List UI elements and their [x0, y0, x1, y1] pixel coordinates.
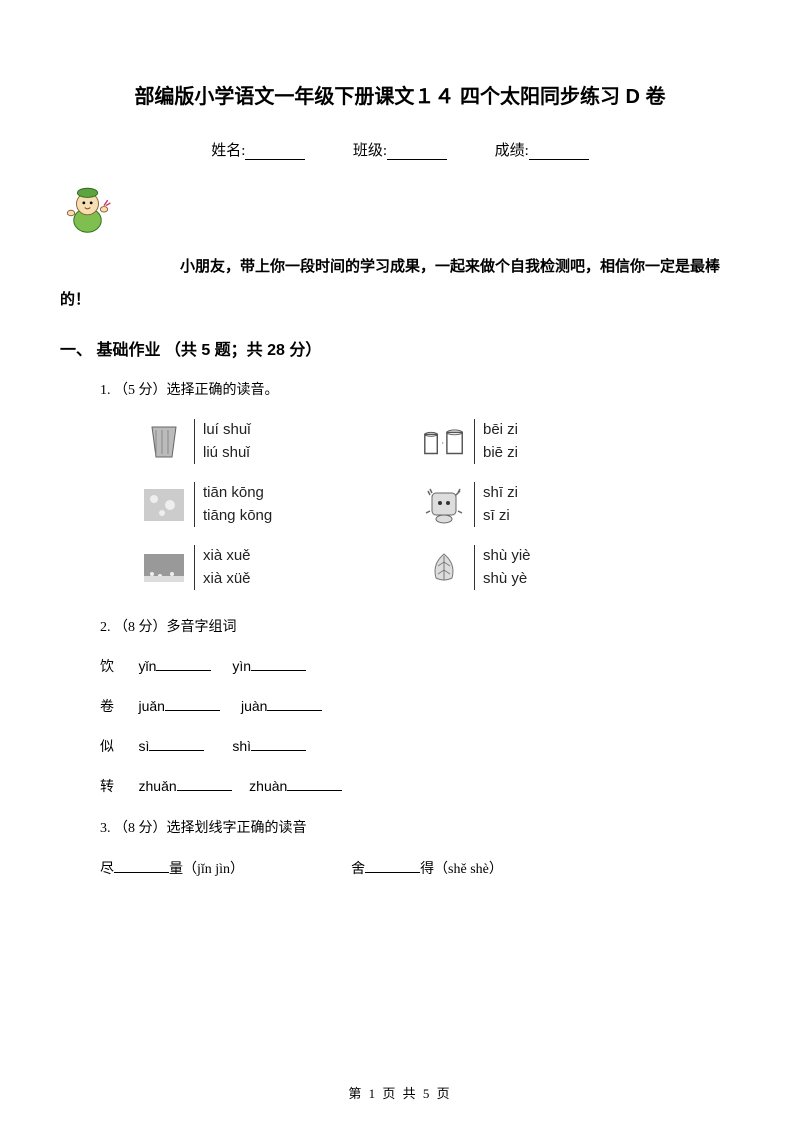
q2-row: 饮 yǐn yìn — [100, 656, 740, 676]
q3-label: 3. （8 分）选择划线字正确的读音 — [100, 816, 740, 841]
blank[interactable] — [165, 699, 220, 711]
blank[interactable] — [287, 779, 342, 791]
q2-row: 似 sì shì — [100, 736, 740, 756]
blank[interactable] — [251, 739, 306, 751]
q2-row: 转 zhuǎn zhuàn — [100, 776, 740, 796]
q1-grid: luí shuǐliú shuǐ · bēi zibiē zi tiān kōn… — [140, 419, 740, 590]
q1-item: xià xuěxià xüě — [140, 545, 420, 590]
q1-item: shī zisī zi — [420, 482, 700, 527]
leaf-icon — [420, 547, 468, 589]
name-label: 姓名: — [211, 143, 245, 159]
page-footer: 第 1 页 共 5 页 — [0, 1083, 800, 1102]
blank[interactable] — [156, 659, 211, 671]
q1-item: tiān kōngtiāng kōng — [140, 482, 420, 527]
section-heading: 一、 基础作业 （共 5 题；共 28 分） — [60, 336, 740, 360]
blank[interactable] — [114, 861, 169, 873]
q3-row: 尽量（jǐn jìn） 舍得（shě shè） — [100, 858, 740, 878]
q1-item: · bēi zibiē zi — [420, 419, 700, 464]
blank[interactable] — [177, 779, 232, 791]
q2-label: 2. （8 分）多音字组词 — [100, 615, 740, 640]
cup-icon: · — [420, 421, 468, 463]
blank[interactable] — [251, 659, 306, 671]
q1-label: 1. （5 分）选择正确的读音。 — [100, 378, 740, 403]
q1-item: luí shuǐliú shuǐ — [140, 419, 420, 464]
class-label: 班级: — [353, 143, 387, 159]
mascot-icon — [60, 180, 115, 235]
class-blank[interactable] — [387, 146, 447, 160]
info-line: 姓名: 班级: 成绩: — [60, 139, 740, 160]
q2-row: 卷 juǎn juàn — [100, 696, 740, 716]
sky-icon — [140, 484, 188, 526]
blank[interactable] — [149, 739, 204, 751]
lion-icon — [420, 484, 468, 526]
intro-text: 小朋友，带上你一段时间的学习成果，一起来做个自我检测吧，相信你一定是最棒的！ — [60, 250, 740, 316]
q1-item: shù yièshù yè — [420, 545, 700, 590]
blank[interactable] — [267, 699, 322, 711]
name-blank[interactable] — [245, 146, 305, 160]
svg-text:·: · — [441, 438, 444, 449]
waterfall-icon — [140, 421, 188, 463]
blank[interactable] — [365, 861, 420, 873]
page-title: 部编版小学语文一年级下册课文１４ 四个太阳同步练习 D 卷 — [60, 80, 740, 109]
score-label: 成绩: — [495, 143, 529, 159]
q2-lines: 饮 yǐn yìn 卷 juǎn juàn 似 sì shì 转 zhuǎn z… — [100, 656, 740, 796]
score-blank[interactable] — [529, 146, 589, 160]
snow-icon — [140, 547, 188, 589]
